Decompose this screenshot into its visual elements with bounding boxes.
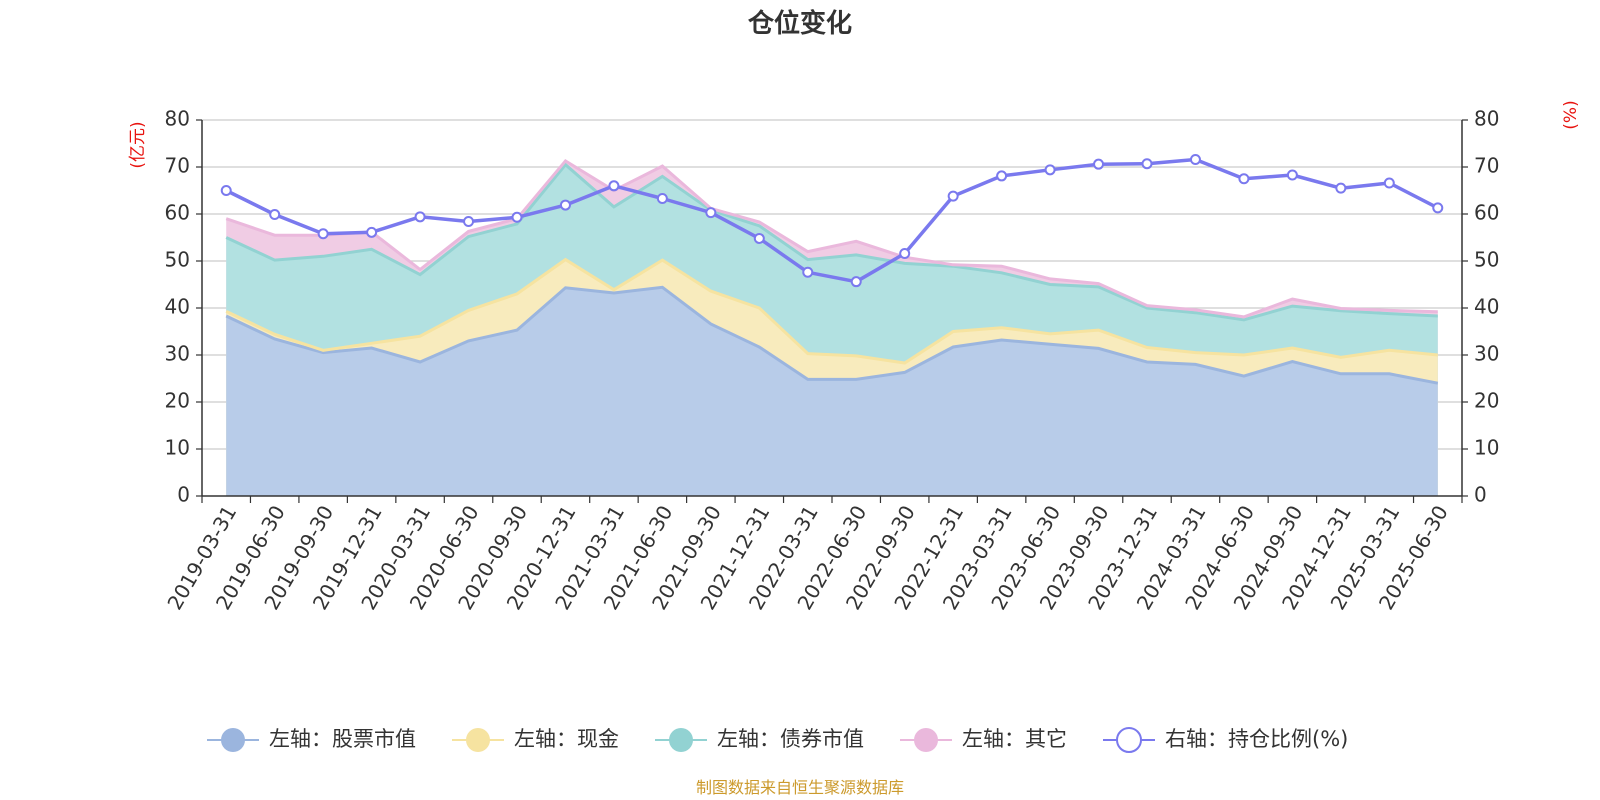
left-y-tick-label: 20 xyxy=(165,389,190,413)
ratio-line-path xyxy=(225,157,1439,284)
area-左轴：股票市值 xyxy=(226,287,1438,496)
ratio-point xyxy=(1383,177,1395,189)
ratio-point xyxy=(463,216,475,228)
ratio-point xyxy=(705,207,717,219)
ratio-point xyxy=(1044,164,1056,176)
legend-item: 左轴：股票市值 xyxy=(207,727,416,752)
legend-label: 左轴：股票市值 xyxy=(269,727,416,751)
ratio-point xyxy=(414,211,426,223)
right-y-tick-label: 20 xyxy=(1474,389,1499,413)
stacked-areas xyxy=(225,158,1439,496)
ratio-point xyxy=(220,185,232,196)
ratio-point xyxy=(1189,153,1201,165)
legend-marker xyxy=(221,728,245,752)
left-y-tick-label: 50 xyxy=(165,248,190,272)
chart-title: 仓位变化 xyxy=(747,8,852,39)
legend-item: 左轴：现金 xyxy=(452,727,619,752)
left-y-tick-label: 60 xyxy=(165,201,190,225)
area-edge-左轴：股票市值 xyxy=(225,285,1439,385)
ratio-point xyxy=(802,266,814,278)
right-y-tick-label: 10 xyxy=(1474,436,1499,460)
left-y-tick-label: 0 xyxy=(177,483,190,507)
right-axis-unit: (%) xyxy=(1561,100,1581,129)
right-y-tick-label: 80 xyxy=(1474,107,1499,131)
ratio-point xyxy=(1335,182,1347,194)
legend-label: 左轴：债券市值 xyxy=(717,727,864,751)
right-y-tick-label: 70 xyxy=(1474,154,1499,178)
area-edge-左轴：其它 xyxy=(225,158,1438,319)
position-ratio-line xyxy=(220,153,1444,288)
source-note: 制图数据来自恒生聚源数据库 xyxy=(696,778,904,797)
right-y-tick-label: 40 xyxy=(1474,295,1499,319)
ratio-point xyxy=(947,190,959,202)
left-y-tick-label: 80 xyxy=(165,107,190,131)
left-y-tick-label: 30 xyxy=(165,342,190,366)
right-y-tick-label: 60 xyxy=(1474,201,1499,225)
ratio-point xyxy=(1286,169,1298,181)
ratio-point xyxy=(656,192,668,204)
ratio-point xyxy=(559,199,571,211)
legend-label: 左轴：其它 xyxy=(962,727,1067,751)
ratio-point xyxy=(1093,158,1105,170)
legend-item: 右轴：持仓比例(%) xyxy=(1103,727,1348,753)
legend-label: 右轴：持仓比例(%) xyxy=(1165,727,1348,751)
ratio-point xyxy=(1238,173,1250,185)
legend-item: 左轴：其它 xyxy=(900,727,1067,752)
left-y-tick-label: 70 xyxy=(165,154,190,178)
ratio-point xyxy=(996,170,1008,182)
left-y-tick-label: 10 xyxy=(165,436,190,460)
left-y-tick-label: 40 xyxy=(165,295,190,319)
legend-item: 左轴：债券市值 xyxy=(655,727,864,752)
legend-marker xyxy=(914,728,938,752)
ratio-point xyxy=(899,247,911,259)
legend-marker xyxy=(1116,727,1142,753)
ratio-point xyxy=(1432,202,1444,214)
ratio-point xyxy=(366,226,378,238)
right-y-tick-label: 0 xyxy=(1474,483,1487,507)
ratio-point xyxy=(317,228,329,240)
ratio-point xyxy=(850,276,862,288)
right-y-tick-label: 30 xyxy=(1474,342,1499,366)
ratio-point xyxy=(269,208,281,220)
left-axis-unit: (亿元) xyxy=(128,121,148,168)
legend-marker xyxy=(669,728,693,752)
legend: 左轴：股票市值 左轴：现金 左轴：债券市值 左轴：其它 右轴：持仓比例(%) xyxy=(207,727,1348,753)
legend-label: 左轴：现金 xyxy=(514,727,619,751)
area-edge-左轴：债券市值 xyxy=(225,162,1438,322)
right-y-tick-label: 50 xyxy=(1474,248,1499,272)
ratio-point xyxy=(1141,158,1153,170)
ratio-point xyxy=(608,180,620,192)
ratio-point xyxy=(511,211,523,223)
area-edge-左轴：现金 xyxy=(225,257,1438,365)
legend-marker xyxy=(466,728,490,752)
ratio-point xyxy=(753,232,765,244)
